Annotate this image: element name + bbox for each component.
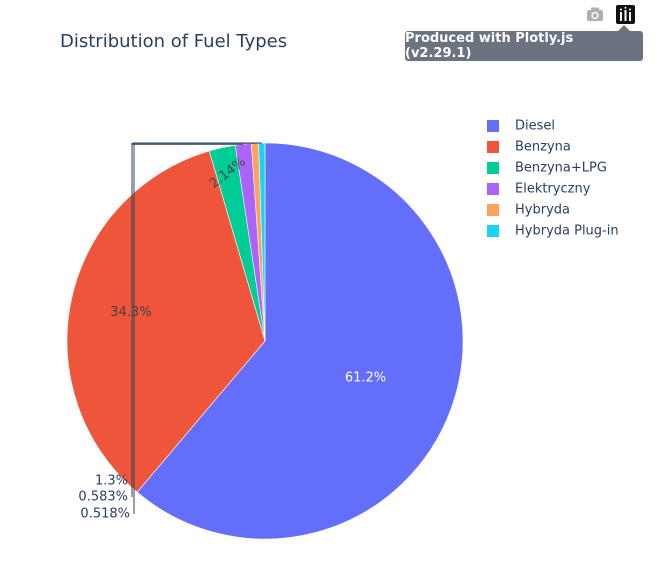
pie-slice-benzyna[interactable] [66,150,266,493]
legend: Diesel Benzyna Benzyna+LPG Elektryczny Hybry… [487,119,619,239]
slice-label: 0.583% [78,490,128,505]
slice-label: 0.518% [80,507,130,522]
legend-swatch [487,120,499,132]
plotly-version-tooltip: Produced with Plotly.js (v2.29.1) [405,31,643,61]
legend-label: Hybryda [515,203,570,218]
legend-label: Benzyna+LPG [515,161,607,176]
legend-item-hybryda-plug-in[interactable]: Hybryda Plug-in [487,224,619,239]
legend-swatch [487,162,499,174]
legend-swatch [487,141,499,153]
legend-swatch [487,183,499,195]
slice-label: 34.3% [110,305,151,320]
chart-title: Distribution of Fuel Types [60,31,287,52]
legend-item-elektryczny[interactable]: Elektryczny [487,182,591,197]
legend-label: Hybryda Plug-in [515,224,619,239]
camera-icon[interactable] [585,4,605,24]
slice-label: 1.3% [95,474,128,489]
legend-item-diesel[interactable]: Diesel [487,119,555,134]
slice-label: 61.2% [345,370,386,385]
legend-swatch [487,225,499,237]
legend-label: Elektryczny [515,182,591,197]
pie-outside-labels: 1.3%0.583% 0.518% [78,142,262,522]
tooltip-arrow [618,25,630,31]
pie-slices [66,142,464,540]
legend-item-hybryda[interactable]: Hybryda [487,203,570,218]
modebar [585,4,635,24]
pie-slice-diesel[interactable] [136,142,464,540]
legend-label: Diesel [515,119,555,134]
legend-item-benzyna[interactable]: Benzyna [487,140,571,155]
legend-label: Benzyna [515,140,571,155]
legend-item-benzyna-lpg[interactable]: Benzyna+LPG [487,161,607,176]
legend-swatch [487,204,499,216]
label-leader-line [133,142,262,514]
plotly-logo-icon[interactable] [615,4,635,24]
